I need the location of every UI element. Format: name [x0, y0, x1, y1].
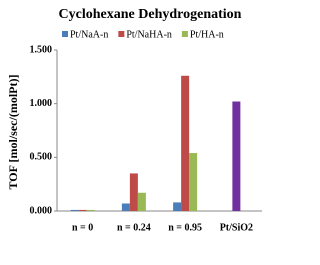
legend-label: Pt/NaA-n	[70, 29, 108, 40]
bar	[181, 75, 190, 211]
y-tick-label: 0.500	[30, 152, 53, 163]
legend-label: Pt/NaHA-n	[126, 29, 172, 40]
chart-title: Cyclohexane Dehydrogenation	[59, 7, 242, 22]
bar	[86, 209, 95, 211]
bar	[137, 192, 146, 211]
x-tick-label: Pt/SiO2	[220, 222, 253, 233]
legend-swatch	[62, 31, 68, 37]
y-axis-label: TOF [mol/sec/(molPt)]	[6, 75, 20, 190]
bar	[121, 203, 130, 211]
bar	[78, 209, 87, 211]
bar	[232, 101, 241, 211]
legend-swatch	[118, 31, 125, 37]
y-tick-label: 1.000	[30, 98, 53, 109]
y-tick-label: 1.500	[30, 44, 53, 55]
bar	[129, 173, 138, 211]
bar	[189, 153, 198, 211]
legend-label: Pt/HA-n	[190, 29, 224, 40]
bar	[70, 209, 79, 211]
y-tick-label: 0.000	[30, 205, 53, 216]
chart: Cyclohexane Dehydrogenation TOF [mol/sec…	[6, 7, 262, 233]
x-tick-label: n = 0.24	[117, 222, 151, 233]
x-tick-label: n = 0.95	[168, 222, 202, 233]
legend-swatch	[181, 31, 188, 37]
x-tick-label: n = 0	[72, 222, 93, 233]
bar	[173, 202, 182, 211]
